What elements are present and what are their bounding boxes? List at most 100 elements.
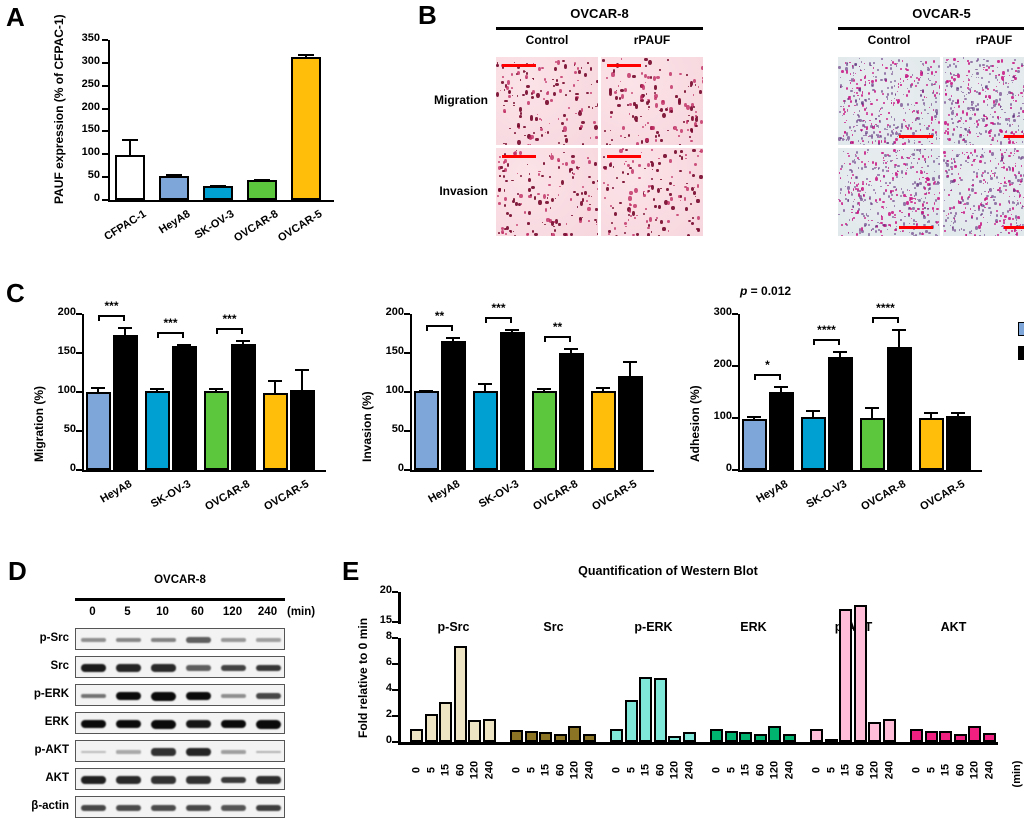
panel-d-cellline-title: OVCAR-8 [154,574,206,586]
bracket-left-tick [872,316,874,323]
panel-e-bar [568,726,581,742]
panel-e-xtick-label: 120 [668,760,681,780]
c-plot1-error-cap [209,388,223,391]
panel-e-xtick-label: 240 [483,760,495,780]
bracket-left-tick [157,332,159,339]
c-plot2-error-cap [596,387,610,390]
panel-a-error-cap [254,179,270,182]
bracket-left-tick [216,327,218,334]
panel-e-bar [753,733,767,742]
panel-c-invasion-chart: 0 50 100 150 200 Invasion (%) ** HeyA8 *** SK-OV-… [352,272,672,524]
c-plot2-ytick [404,469,410,471]
panel-b: B OVCAR-8 Control rPAUF Migration Invasion OV… [418,0,1024,272]
panel-d-protein-label: p-AKT [34,744,70,756]
c-plot2-ytick-label: 100 [385,384,404,396]
panel-e-xtick-label: 120 [768,760,781,780]
panel-e-bar [710,729,723,742]
panel-e-x-axis-unit: (min) [1011,760,1023,788]
bracket-right-tick [451,325,453,332]
panel-d-band [255,638,282,642]
panel-d-band [115,776,142,784]
c-plot2-error-cap [623,360,637,363]
panel-a-ytick [102,84,108,87]
panel-e-xtick-label: 240 [883,760,895,780]
panel-b-scale-bar [1004,135,1024,138]
c-plot2-error-cap [537,388,551,391]
c-plot2-ytick-label: 50 [391,423,404,435]
panel-a-ytick [102,153,108,156]
panel-d-protein-label: β-actin [31,800,69,812]
panel-d-timepoint-label: 60 [191,606,204,618]
c-plot2-error-bar [484,383,486,392]
panel-b-micrograph [601,148,703,236]
c-plot1-bar [203,391,229,470]
c-plot1-error-cap [236,339,250,342]
c-plot3-bar [886,347,912,470]
bracket-right-tick [569,336,571,343]
panel-e-xtick-label: 5 [625,766,637,774]
c-plot2-bar [413,391,439,470]
panel-b-micrograph [943,148,1024,236]
panel-e-group-label: Src [543,620,564,634]
c-plot2-ytick-label: 150 [385,345,404,357]
panel-a-bar [115,154,145,200]
bracket-line [544,336,571,339]
c-plot2-error-cap [505,328,519,331]
panel-a-ytick-label: 300 [81,54,100,67]
panel-d-band [255,776,282,784]
bracket-left-tick [754,374,756,381]
panel-e-xtick-label: 15 [639,763,652,777]
c-plot1-significance-label: *** [222,311,237,326]
panel-e-bar [639,677,652,742]
panel-a-ytick-label: 350 [81,32,100,44]
panel-d-band [80,776,107,784]
c-plot2-error-bar [570,348,572,353]
panel-e-xtick-label: 120 [468,760,481,780]
panel-a-ytick [102,130,108,133]
panel-e-bar [468,719,481,742]
panel-e-bar-bridge [853,622,867,638]
c-plot1-significance-label: *** [104,299,119,314]
panel-d-band [255,804,282,812]
panel-a-y-axis [108,40,110,202]
panel-e-bar [868,721,881,742]
panel-e-title: Quantification of Western Blot [578,564,758,578]
panel-e-xtick-label: 0 [610,766,623,774]
panel-e-xtick-label: 5 [525,766,537,774]
bracket-right-tick [838,338,840,345]
panel-d-band [220,664,247,672]
panel-e-bar-lower [853,638,867,742]
panel-e-xtick-label: 120 [868,760,881,780]
panel-d-band [80,719,107,729]
panel-d-blot-row [75,656,285,678]
panel-e-xtick-label: 15 [539,763,552,777]
panel-e-bar [610,729,623,742]
c-plot3-ytick-label: 100 [713,410,732,422]
panel-e-bar-bridge [839,622,852,638]
panel-d-protein-label: p-ERK [33,688,69,700]
panel-e-group-label: ERK [740,620,767,634]
c-plot2-significance-label: *** [491,300,506,315]
panel-a-bar [159,175,189,200]
panel-b-images: OVCAR-8 Control rPAUF Migration Invasion OVCA… [418,0,1024,272]
panel-d-band [220,750,247,754]
panel-a-ytick-label: 100 [81,146,100,159]
c-plot1-ytick-label: 100 [57,384,76,396]
panel-d-band [80,693,107,699]
panel-d-band [115,804,142,812]
panel-b-row-label: Invasion [439,184,488,198]
panel-d-band [150,719,177,729]
panel-e-bar-upper [853,605,867,622]
panel-d-timepoint-label: 240 [257,606,278,618]
c-plot1-error-bar [301,368,303,390]
panel-d-band [150,637,177,643]
c-plot3-y-axis-title: Adhesion (%) [688,385,702,462]
panel-d-blot-row [75,712,285,734]
panel-a-y-axis-title: PAUF expression (% of CFPAC-1) [52,14,66,204]
bracket-left-tick [544,336,546,343]
panel-e-xtick-label: 0 [910,766,923,774]
panel-e-bar [510,729,523,742]
panel-b-group-rule [496,27,703,30]
panel-e-xtick-label: 5 [825,766,837,774]
c-plot2-ytick-label: 0 [397,462,404,474]
